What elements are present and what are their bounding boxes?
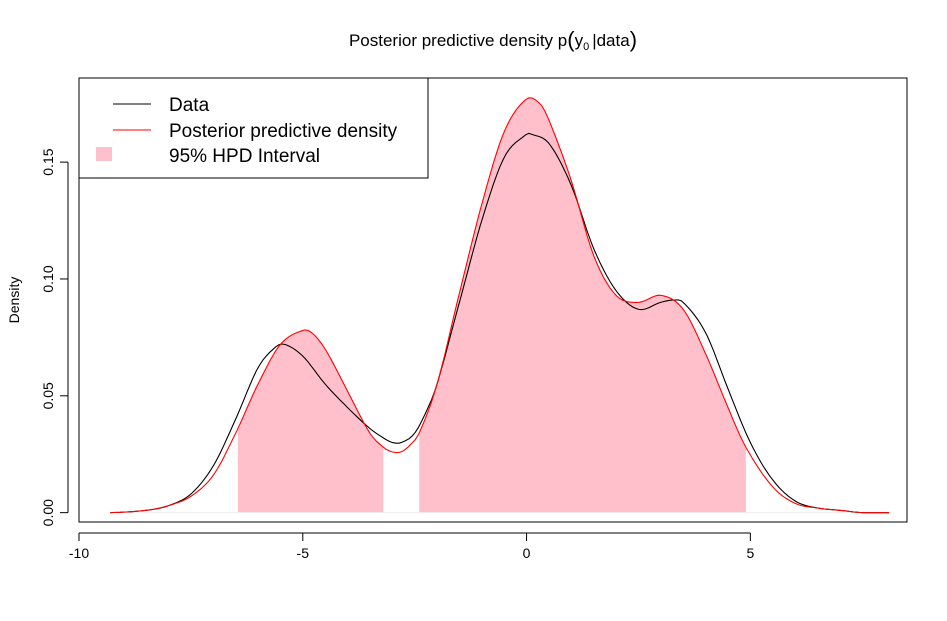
x-tick-label: -10 — [69, 545, 89, 561]
legend-data-label: Data — [169, 95, 210, 116]
legend-posterior-label: Posterior predictive density — [169, 121, 398, 142]
legend-box — [78, 77, 429, 179]
hpd-interval-fills — [237, 97, 746, 513]
x-tick-label: 0 — [523, 545, 531, 561]
legend-hpd-label: 95% HPD Interval — [169, 146, 320, 167]
posterior-density-line — [110, 97, 890, 514]
chart-title: Posterior predictive density p(y0 |data) — [349, 27, 637, 53]
legend: Data Posterior predictive density 95% HP… — [78, 77, 429, 179]
y-axis-label: Density — [6, 277, 22, 324]
y-tick-label: 0.10 — [40, 265, 56, 292]
legend-hpd-swatch — [96, 147, 112, 161]
hpd-fill-2 — [419, 97, 746, 513]
data-density-line — [110, 132, 890, 514]
y-tick-label: 0.15 — [40, 148, 56, 175]
y-tick-label: 0.00 — [40, 499, 56, 526]
y-axis: 0.00 0.05 0.10 0.15 — [40, 148, 69, 526]
density-lines — [110, 97, 890, 514]
y-tick-label: 0.05 — [40, 382, 56, 409]
x-tick-label: 5 — [746, 545, 754, 561]
plot-frame — [78, 77, 908, 523]
x-tick-label: -5 — [297, 545, 310, 561]
x-axis: -10 -5 0 5 — [69, 532, 754, 561]
hpd-fill-1 — [237, 329, 384, 513]
